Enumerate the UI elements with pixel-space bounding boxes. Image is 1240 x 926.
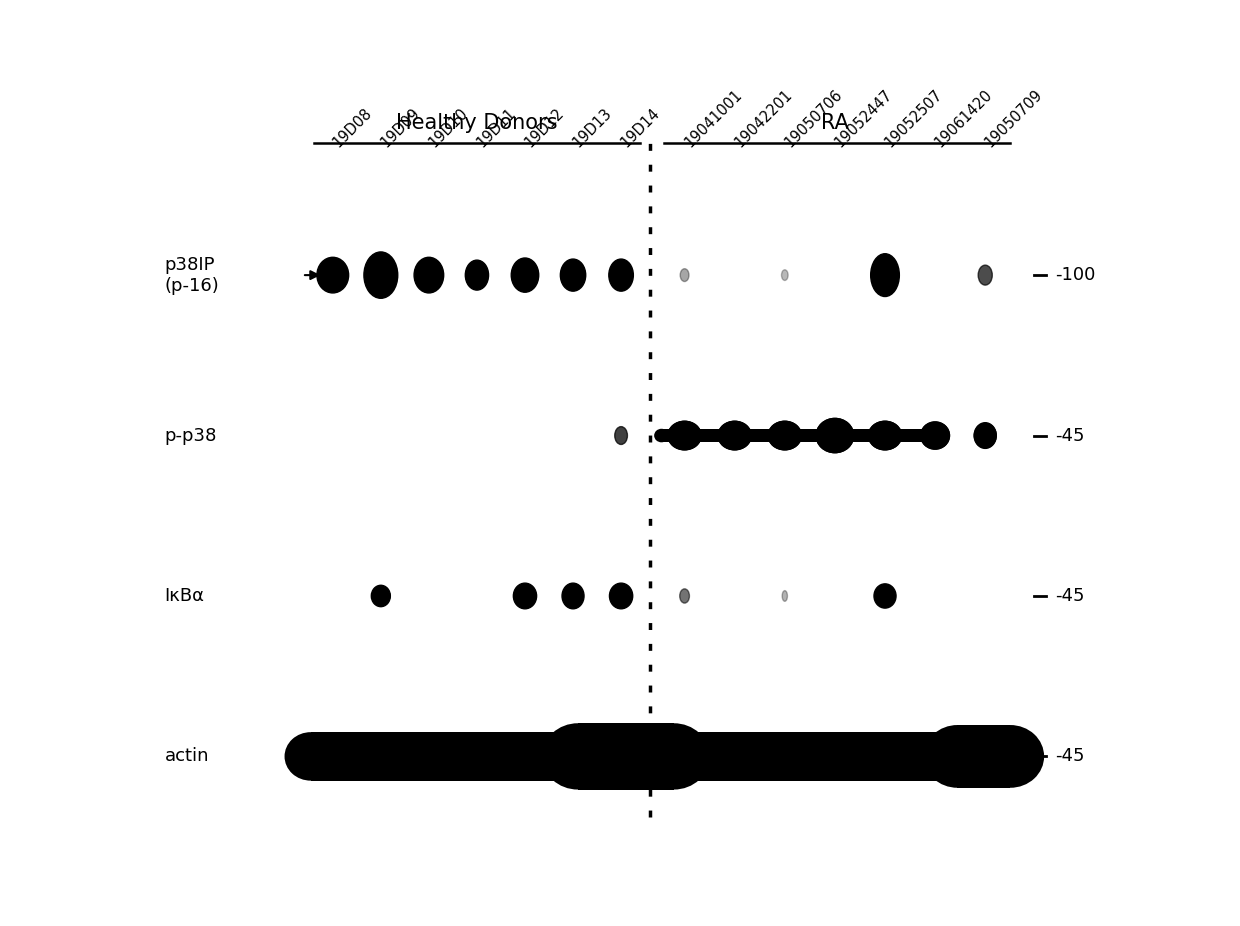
Bar bbox=[578, 723, 675, 790]
Ellipse shape bbox=[668, 421, 701, 450]
Ellipse shape bbox=[560, 259, 585, 291]
Text: -45: -45 bbox=[1055, 427, 1085, 444]
Text: -45: -45 bbox=[1055, 587, 1085, 605]
Text: 19D14: 19D14 bbox=[619, 106, 663, 150]
Ellipse shape bbox=[655, 429, 668, 443]
Ellipse shape bbox=[978, 265, 992, 285]
Ellipse shape bbox=[718, 421, 751, 450]
Text: 19D10: 19D10 bbox=[427, 106, 471, 150]
Ellipse shape bbox=[668, 421, 701, 450]
Ellipse shape bbox=[542, 723, 614, 790]
Ellipse shape bbox=[868, 421, 901, 450]
Text: p-p38: p-p38 bbox=[165, 427, 217, 444]
Text: 19D13: 19D13 bbox=[570, 106, 615, 150]
Ellipse shape bbox=[816, 419, 853, 453]
Ellipse shape bbox=[870, 254, 899, 296]
Ellipse shape bbox=[769, 421, 801, 450]
Ellipse shape bbox=[868, 421, 901, 450]
Ellipse shape bbox=[284, 732, 337, 781]
Ellipse shape bbox=[782, 591, 787, 601]
Text: 19D08: 19D08 bbox=[330, 106, 374, 150]
Ellipse shape bbox=[970, 732, 1022, 781]
Ellipse shape bbox=[781, 269, 789, 281]
Text: 19061420: 19061420 bbox=[932, 87, 996, 150]
Text: IκBα: IκBα bbox=[165, 587, 205, 605]
Text: 19050706: 19050706 bbox=[782, 87, 846, 150]
Ellipse shape bbox=[680, 589, 689, 603]
Text: 19D11: 19D11 bbox=[474, 106, 518, 150]
Text: 19052447: 19052447 bbox=[832, 87, 895, 150]
Ellipse shape bbox=[562, 583, 584, 608]
Text: 19042201: 19042201 bbox=[732, 87, 795, 150]
Ellipse shape bbox=[371, 585, 391, 607]
Ellipse shape bbox=[317, 257, 348, 293]
Text: 19D09: 19D09 bbox=[378, 106, 423, 150]
Ellipse shape bbox=[769, 421, 801, 450]
Text: 19052507: 19052507 bbox=[882, 87, 945, 150]
Text: -100: -100 bbox=[1055, 266, 1096, 284]
Bar bbox=[957, 725, 1011, 788]
Ellipse shape bbox=[465, 260, 489, 290]
Text: RA: RA bbox=[821, 113, 849, 132]
Ellipse shape bbox=[615, 427, 627, 444]
Text: p38IP
(p-16): p38IP (p-16) bbox=[165, 256, 219, 294]
Bar bbox=[661, 429, 939, 443]
Ellipse shape bbox=[976, 725, 1044, 788]
Ellipse shape bbox=[975, 422, 996, 448]
Text: Healthy Donors: Healthy Donors bbox=[397, 113, 558, 132]
Ellipse shape bbox=[931, 429, 946, 443]
Bar bbox=[665, 732, 996, 781]
Ellipse shape bbox=[921, 422, 950, 449]
Ellipse shape bbox=[975, 423, 996, 448]
Ellipse shape bbox=[874, 584, 897, 608]
Text: -45: -45 bbox=[1055, 747, 1085, 766]
Ellipse shape bbox=[363, 252, 398, 298]
Text: 19D12: 19D12 bbox=[522, 106, 567, 150]
Ellipse shape bbox=[609, 583, 632, 608]
Ellipse shape bbox=[609, 259, 634, 291]
Ellipse shape bbox=[414, 257, 444, 293]
Ellipse shape bbox=[639, 732, 691, 781]
Text: 19050709: 19050709 bbox=[982, 87, 1045, 150]
Ellipse shape bbox=[513, 583, 537, 608]
Text: actin: actin bbox=[165, 747, 210, 766]
Ellipse shape bbox=[718, 421, 751, 450]
Ellipse shape bbox=[511, 258, 538, 293]
Ellipse shape bbox=[921, 422, 950, 449]
Ellipse shape bbox=[639, 723, 709, 790]
Ellipse shape bbox=[681, 269, 689, 282]
Ellipse shape bbox=[614, 732, 666, 781]
Ellipse shape bbox=[816, 419, 853, 453]
Bar bbox=[311, 732, 640, 781]
Text: 19041001: 19041001 bbox=[682, 87, 745, 150]
Ellipse shape bbox=[924, 725, 991, 788]
